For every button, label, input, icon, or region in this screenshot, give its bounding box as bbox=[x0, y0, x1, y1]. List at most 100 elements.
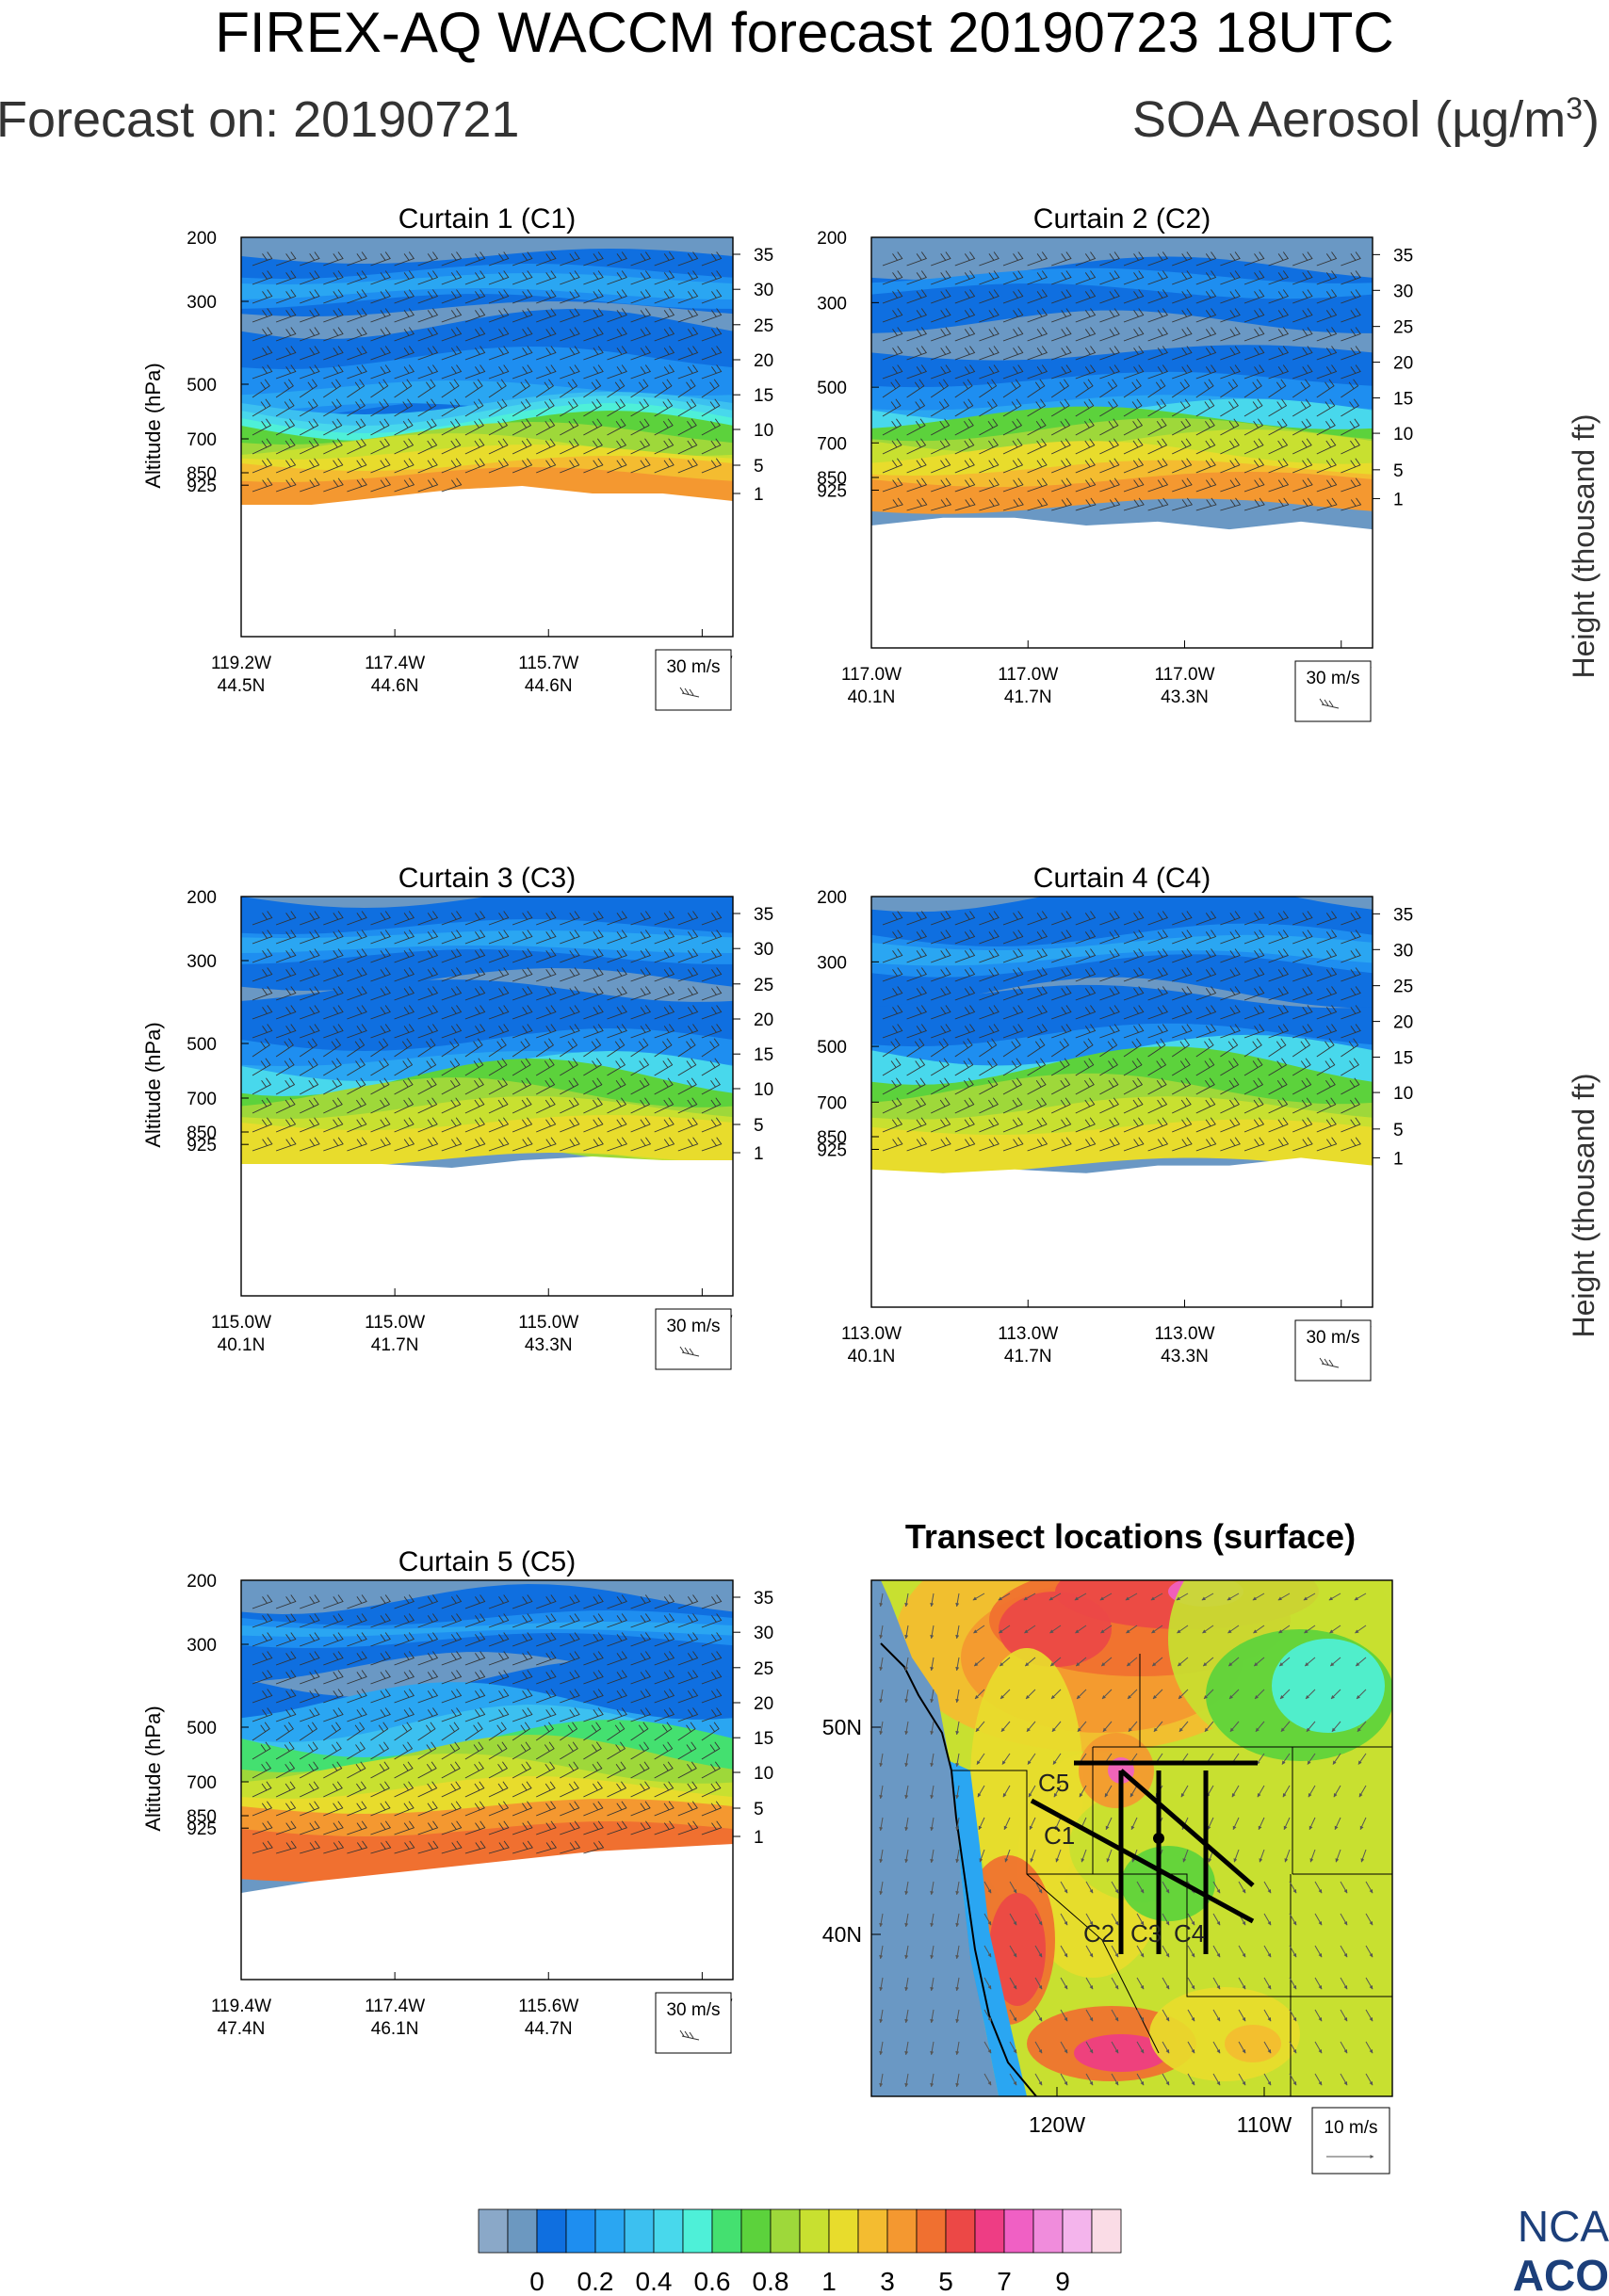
wind-barb bbox=[275, 1651, 297, 1666]
wind-barb bbox=[1220, 270, 1241, 285]
wind-barb bbox=[677, 1077, 697, 1095]
wind-barb bbox=[1027, 967, 1048, 982]
wind-barb bbox=[1147, 398, 1167, 417]
y-tick-label: 700 bbox=[187, 430, 217, 450]
wind-barb bbox=[560, 1651, 580, 1666]
y2-tick-label: 25 bbox=[754, 316, 773, 336]
wind-barb bbox=[1220, 379, 1239, 398]
wind-arrow bbox=[955, 1977, 960, 1992]
wind-barb bbox=[323, 1820, 344, 1835]
wind-barb bbox=[275, 1801, 297, 1817]
wind-barb bbox=[512, 1840, 533, 1854]
wind-arrow bbox=[1055, 1849, 1062, 1863]
wind-barb bbox=[488, 911, 510, 926]
wind-barb bbox=[1316, 948, 1338, 963]
wind-barb bbox=[1243, 346, 1265, 361]
wind-barb bbox=[954, 364, 976, 380]
wind-barb bbox=[536, 1632, 557, 1647]
wind-barb bbox=[347, 986, 367, 1001]
wind-barb bbox=[583, 1761, 603, 1779]
colorbar-swatch bbox=[711, 2208, 742, 2254]
wind-barb bbox=[1268, 1038, 1287, 1058]
wind-barb bbox=[979, 967, 1000, 982]
wind-arrow bbox=[1253, 1625, 1265, 1634]
wind-barb bbox=[1292, 1077, 1312, 1095]
wind-barb bbox=[1243, 911, 1265, 926]
wind-barb bbox=[275, 1117, 297, 1133]
wind-barb bbox=[252, 477, 273, 493]
wind-barb bbox=[323, 289, 344, 304]
wind-barb bbox=[882, 251, 903, 267]
wind-barb bbox=[1268, 1058, 1288, 1076]
wind-barb bbox=[275, 1077, 296, 1095]
wind-barb bbox=[299, 1722, 318, 1741]
wind-barb bbox=[1123, 1077, 1144, 1095]
wind-barb bbox=[1123, 1024, 1145, 1039]
wind-arrow bbox=[1354, 1593, 1367, 1601]
wind-barb bbox=[1172, 1024, 1193, 1039]
wind-arrow bbox=[1238, 1881, 1246, 1894]
wind-arrow bbox=[1330, 1689, 1341, 1700]
wind-arrow bbox=[930, 1817, 935, 1832]
wind-barb bbox=[394, 930, 415, 945]
wind-barb bbox=[1147, 327, 1169, 342]
wind-barb bbox=[1051, 497, 1073, 511]
wind-barb bbox=[560, 270, 580, 285]
wind-barb bbox=[930, 1058, 950, 1076]
y2-tick-label: 30 bbox=[754, 1624, 773, 1643]
y-tick-label: 925 bbox=[187, 1136, 217, 1156]
wind-barb bbox=[394, 1801, 414, 1817]
wind-barb bbox=[252, 1820, 273, 1835]
wind-barb bbox=[536, 438, 556, 455]
wind-barb bbox=[252, 398, 271, 417]
colorbar-swatch bbox=[799, 2208, 830, 2254]
wind-barb bbox=[512, 1670, 533, 1685]
wind-arrow bbox=[1051, 1721, 1062, 1733]
wind-barb bbox=[394, 458, 414, 474]
wind-barb bbox=[630, 1689, 652, 1704]
wind-barb bbox=[512, 1820, 533, 1835]
wind-barb bbox=[630, 1024, 652, 1039]
wind-barb bbox=[931, 364, 951, 380]
wind-barb bbox=[275, 1741, 295, 1760]
wind-barb bbox=[1051, 289, 1072, 304]
wind-arrow bbox=[904, 2041, 909, 2056]
wind-barb bbox=[1051, 1117, 1072, 1133]
wind-barb bbox=[488, 967, 510, 982]
wind-barb bbox=[370, 327, 391, 342]
x-tick-lat: 43.3N bbox=[525, 1335, 573, 1355]
wind-barb bbox=[1195, 948, 1217, 963]
wind-barb bbox=[323, 1613, 344, 1628]
wind-barb bbox=[906, 497, 928, 511]
wind-barb bbox=[370, 1117, 391, 1133]
wind-barb bbox=[252, 1077, 272, 1095]
wind-barb bbox=[417, 1038, 436, 1058]
colorbar-swatch bbox=[653, 2208, 684, 2254]
wind-barb bbox=[1220, 308, 1241, 323]
x-tick-lon: 115.0W bbox=[518, 1313, 578, 1333]
wind-barb bbox=[275, 948, 297, 963]
concentration-band bbox=[241, 930, 733, 953]
wind-barb bbox=[1316, 289, 1338, 304]
wind-barb bbox=[630, 327, 652, 342]
wind-barb bbox=[560, 1058, 578, 1076]
wind-barb bbox=[535, 379, 555, 398]
wind-barb bbox=[488, 1613, 510, 1628]
wind-barb bbox=[464, 1781, 485, 1798]
wind-barb bbox=[1292, 379, 1311, 398]
wind-barb bbox=[252, 986, 273, 1001]
wind-arrow bbox=[930, 1913, 935, 1928]
wind-barb bbox=[560, 379, 578, 398]
wind-barb bbox=[275, 346, 297, 361]
wind-barb bbox=[275, 438, 296, 455]
wind-barb bbox=[701, 1820, 723, 1835]
wind-arrow bbox=[1212, 2073, 1221, 2086]
wind-barb bbox=[1220, 911, 1241, 926]
wind-barb bbox=[1268, 948, 1290, 963]
wind-barb bbox=[1316, 438, 1337, 455]
wind-barb bbox=[1341, 497, 1362, 511]
wind-barb bbox=[931, 948, 951, 963]
wind-barb bbox=[583, 1707, 604, 1722]
wind-barb bbox=[931, 497, 952, 511]
wind-key-label: 30 m/s bbox=[1306, 669, 1359, 688]
